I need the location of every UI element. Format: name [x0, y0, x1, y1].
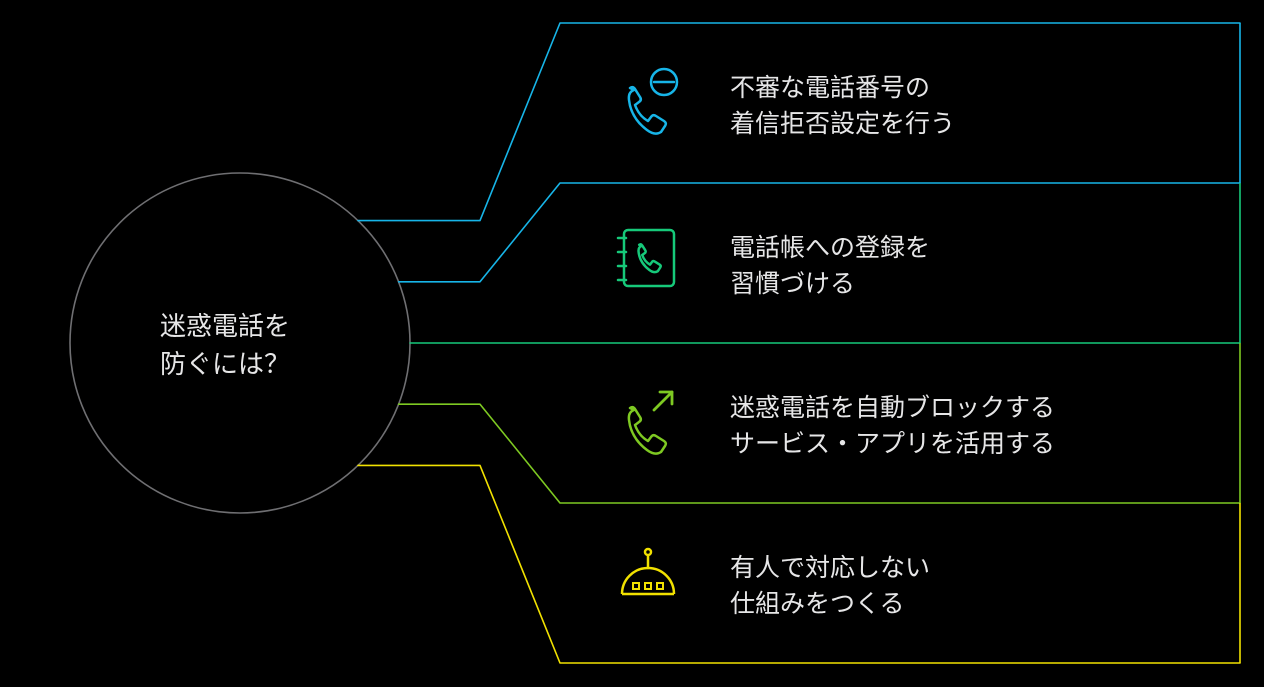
center-question-line1: 迷惑電話を [160, 308, 290, 346]
item-line1: 迷惑電話を自動ブロックする [730, 390, 1055, 426]
item-line2: サービス・アプリを活用する [730, 426, 1055, 462]
center-question: 迷惑電話を 防ぐには？ [160, 308, 290, 383]
item-line2: 着信拒否設定を行う [730, 106, 955, 142]
item-line1: 有人で対応しない [730, 550, 930, 586]
phone-arrow-icon [629, 392, 672, 454]
item-line2: 習慣づける [730, 266, 930, 302]
item-line1: 電話帳への登録を [730, 230, 930, 266]
phone-block-icon [629, 69, 677, 134]
item-line1: 不審な電話番号の [730, 70, 955, 106]
phone-book-icon [618, 230, 674, 286]
item-register-phonebook: 電話帳への登録を習慣づける [730, 230, 930, 303]
item-automated-system: 有人で対応しない仕組みをつくる [730, 550, 930, 623]
robot-icon [622, 549, 674, 594]
item-line2: 仕組みをつくる [730, 586, 930, 622]
center-question-line2: 防ぐには？ [160, 346, 290, 384]
item-auto-block-service: 迷惑電話を自動ブロックするサービス・アプリを活用する [730, 390, 1055, 463]
diagram-canvas: 迷惑電話を 防ぐには？ 不審な電話番号の着信拒否設定を行う電話帳への登録を習慣づ… [0, 0, 1264, 687]
item-block-number: 不審な電話番号の着信拒否設定を行う [730, 70, 955, 143]
